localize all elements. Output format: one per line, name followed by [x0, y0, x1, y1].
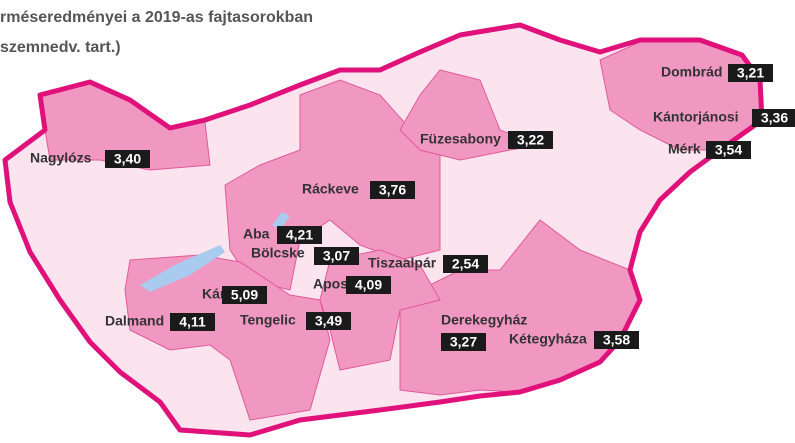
place-name: Kétegyháza: [509, 331, 587, 347]
place-value: 3,27: [450, 334, 477, 350]
value-box: [306, 312, 351, 330]
place-value: 3,54: [715, 142, 742, 158]
place-name: Derekegyház: [441, 312, 527, 328]
place-value: 4,11: [179, 314, 206, 330]
place-name: Dalmand: [105, 313, 164, 329]
place-value: 3,22: [517, 132, 544, 148]
value-box: [441, 333, 486, 351]
place-name: Bölcske: [251, 245, 305, 261]
place-name: Dombrád: [661, 64, 722, 80]
title-line: rméseredményei a 2019-as fajtasorokban: [0, 9, 313, 26]
place-name: Tiszaalpár: [368, 255, 437, 271]
lake: [272, 212, 290, 230]
place-value: 3,76: [379, 182, 406, 198]
place-value: 3,21: [737, 65, 764, 81]
place-value: 3,58: [603, 332, 630, 348]
value-box: [346, 276, 391, 294]
value-box: [222, 286, 267, 304]
value-box: [105, 150, 150, 168]
value-box: [508, 131, 553, 149]
value-box: [594, 331, 639, 349]
place-name: Ráckeve: [302, 181, 359, 197]
lake: [140, 245, 225, 292]
labels: Nagylózs 3,40 Dombrád 3,21 Kántorjánosi 3,36 M…: [30, 64, 795, 351]
place-value: 3,40: [114, 151, 141, 167]
map-shapes: [2, 22, 765, 438]
place-value: 3,07: [323, 248, 350, 264]
value-box: [728, 64, 773, 82]
place-value: 4,09: [355, 277, 382, 293]
place-name: Aba: [243, 226, 270, 242]
country-border: [2, 22, 765, 438]
place-value: 5,09: [231, 287, 258, 303]
value-box: [314, 247, 359, 265]
value-box: [277, 226, 322, 244]
place-name: Tengelic: [240, 312, 296, 328]
place-value: 3,36: [761, 110, 788, 126]
place-name: Mérk: [668, 141, 701, 157]
place-name: Kántorjánosi: [653, 109, 739, 125]
value-box: [752, 109, 795, 127]
value-box: [706, 141, 751, 159]
place-value: 4,21: [286, 227, 313, 243]
county: [124, 254, 331, 421]
place-name: Nagylózs: [30, 150, 92, 166]
place-name: Füzesabony: [420, 131, 501, 147]
place-value: 2,54: [452, 256, 479, 272]
title-line: szemnedv. tart.): [0, 39, 121, 56]
value-box: [443, 255, 488, 273]
value-box: [170, 313, 215, 331]
place-value: 3,49: [315, 313, 342, 329]
value-box: [370, 181, 415, 199]
